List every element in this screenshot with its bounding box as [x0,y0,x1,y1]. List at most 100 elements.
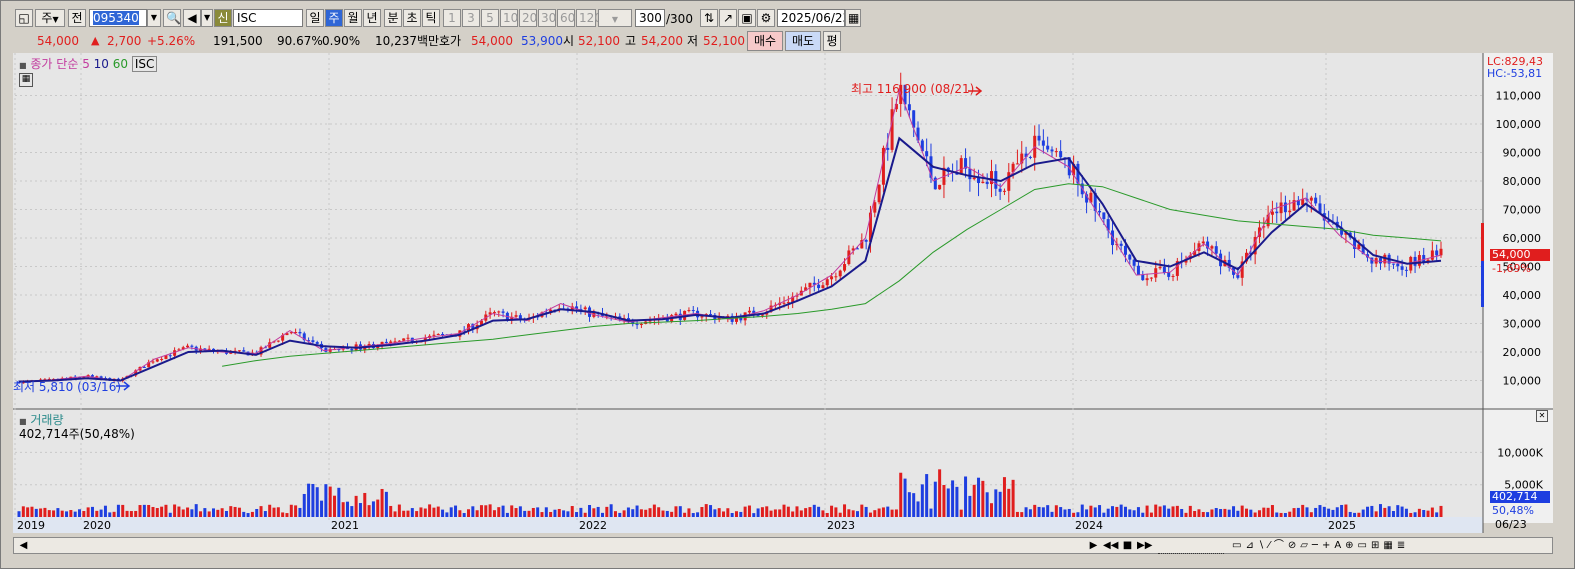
interval-5[interactable]: 5 [481,9,499,27]
rewind-icon[interactable]: ◀◀ [1103,540,1119,551]
candle-body [894,103,898,110]
volume-bar [276,507,280,517]
candle-body [851,248,855,251]
volume-bar [207,511,211,517]
volume-bar [1357,512,1361,517]
candle-body [691,310,695,312]
volume-bar [1413,512,1417,517]
period-week[interactable]: 주 [325,9,343,27]
candle-body [151,361,155,363]
period-month[interactable]: 월 [344,9,362,27]
volume-bar [1283,513,1287,517]
calendar-icon[interactable]: ▦ [845,9,861,27]
code-input[interactable]: 095340 [89,9,147,27]
interval-10[interactable]: 10 [500,9,518,27]
avg-button[interactable]: 평 [823,31,841,51]
sound-dropdown-icon[interactable]: ▼ [201,9,213,27]
type-select[interactable]: 주▼ [35,9,65,27]
low-annotation: 최저 5,810 (03/16) [13,380,122,394]
compare-icon[interactable]: ⇅ [700,9,718,27]
volume-handle-icon[interactable]: ■ [19,417,27,426]
volume-bar [687,508,691,517]
trend-icon[interactable]: ↗ [719,9,737,27]
ma-line-60 [222,183,1442,367]
interval-1[interactable]: 1 [443,9,461,27]
volume-bar [1366,506,1370,517]
interval-3[interactable]: 3 [462,9,480,27]
interval-30[interactable]: 30 [538,9,556,27]
volume-bar [1206,512,1210,517]
candle-body [1098,210,1102,213]
buy-button[interactable]: 매수 [747,31,783,51]
chart-scrollbar[interactable]: ◀ ▶ ◀◀ ■ ▶▶ ▭⊿∖⁄⌒⊘▱─+A⊕▭⊞▦≣ [13,537,1553,554]
save-icon[interactable]: ▣ [738,9,756,27]
count-input[interactable]: 300 [635,9,665,27]
play-icon[interactable]: ▶ [1089,540,1098,551]
toolbar-top: ◱ 주▼ 전 095340 ▼ 🔍 ◀ ▼ 신 ISC 일 주 월 년 분 초 … [15,7,1565,29]
volume-bar [1128,509,1132,517]
grid-toggle-icon[interactable]: ▦ [19,73,33,87]
volume-bar [851,510,855,517]
window-icon[interactable]: ◱ [15,9,33,27]
fast-forward-icon[interactable]: ▶▶ [1137,540,1153,551]
volume-bar [380,488,384,517]
period-tick[interactable]: 틱 [422,9,440,27]
volume-bar [873,510,877,517]
candle-body [791,296,795,303]
legend-handle-icon[interactable]: ■ [19,61,27,70]
candle-body [575,306,579,309]
price-chart-svg[interactable]: 10,000 20,000 30,000 40,000 50,000 60,000 70,0… [13,53,1553,535]
candle-body [1314,197,1318,204]
price-change-pct: +5.26% [147,34,196,48]
period-minute[interactable]: 분 [384,9,402,27]
volume-bar [1085,509,1089,517]
volume-bar [994,489,998,517]
candle-body [977,177,981,184]
date-axis-label: 06/23 [1495,518,1527,531]
volume-bar [1370,505,1374,517]
interval-60[interactable]: 60 [557,9,575,27]
prev-button[interactable]: 전 [68,9,86,27]
volume-bar [549,511,553,517]
zoom-slider[interactable] [1158,538,1224,554]
volume-bar [138,505,142,517]
volume-bar [1292,508,1296,517]
volume-bar [1430,507,1434,517]
volume-bar [657,507,661,517]
period-day[interactable]: 일 [306,9,324,27]
gear-icon[interactable]: ⚙ [757,9,775,27]
interval-120[interactable]: 120 [576,9,602,27]
period-second[interactable]: 초 [403,9,421,27]
stock-name-field[interactable]: ISC [233,9,303,27]
volume-bar [1340,504,1344,517]
candle-body [1046,145,1050,150]
price-change: 2,700 [107,34,142,48]
date-input[interactable]: 2025/06/23 [777,9,845,27]
current-price-marker: 54,000 [1490,249,1550,261]
period-year[interactable]: 년 [363,9,381,27]
sell-button[interactable]: 매도 [785,31,821,51]
candle-body [1145,278,1149,281]
volume-bar [523,510,527,517]
sound-icon[interactable]: ◀ [183,9,201,27]
volume-bar [817,506,821,517]
candle-body [1327,220,1331,222]
stop-icon[interactable]: ■ [1122,540,1133,551]
candle-body [471,324,475,330]
chart-area[interactable]: 10,000 20,000 30,000 40,000 50,000 60,000 70,0… [13,53,1553,535]
volume-bar [1275,512,1279,517]
interval-20[interactable]: 20 [519,9,537,27]
search-icon[interactable]: 🔍 [163,9,181,27]
volume-bar [1387,506,1391,517]
close-icon[interactable]: ✕ [1536,410,1548,422]
candle-body [142,366,146,368]
volume-bar [1296,507,1300,517]
high-price: 54,200 [641,34,683,48]
interval-custom-select[interactable]: ▼ [598,9,632,27]
volume-bar [540,512,544,517]
drawing-tools[interactable]: ▭⊿∖⁄⌒⊘▱─+A⊕▭⊞▦≣ [1232,540,1410,551]
candle-body [1072,163,1076,176]
code-dropdown-icon[interactable]: ▼ [147,9,161,27]
scroll-left-icon[interactable]: ◀ [19,540,28,551]
volume-bar [484,505,488,517]
